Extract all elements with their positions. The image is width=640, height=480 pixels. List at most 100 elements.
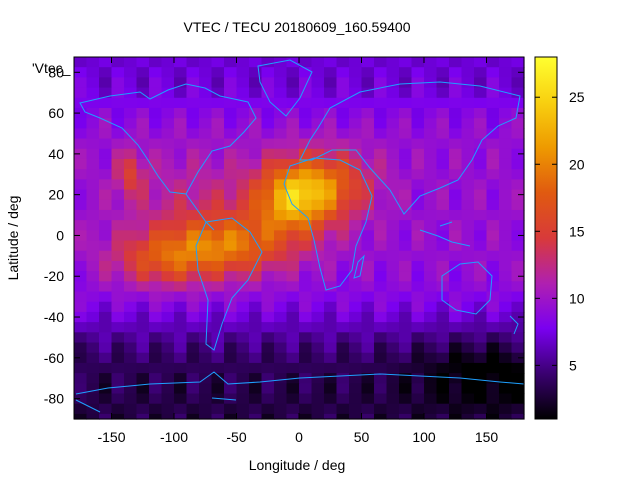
heatmap-cell [199,199,213,211]
heatmap-cell [399,281,413,293]
heatmap-cell [299,383,313,395]
heatmap-cell [461,393,475,405]
heatmap-cell [361,393,375,405]
heatmap-cell [399,393,413,405]
heatmap-cell [236,199,250,211]
heatmap-cell [211,118,225,129]
heatmap-cell [411,311,425,323]
heatmap-cell [486,291,500,303]
heatmap-cell [436,332,450,344]
heatmap-cell [499,67,513,78]
heatmap-cell [224,77,238,89]
heatmap-cell [311,138,325,150]
heatmap-cell [411,148,425,160]
heatmap-cell [299,128,313,140]
heatmap-cell [436,87,450,99]
heatmap-cell [361,332,375,344]
heatmap-cell [99,311,113,323]
heatmap-cell [261,128,275,140]
heatmap-cell [449,383,463,395]
heatmap-cell [486,230,500,242]
heatmap-cell [349,291,363,303]
y-tick-label: -40 [44,309,64,325]
heatmap-cell [149,311,163,323]
heatmap-cell [411,87,425,99]
heatmap-cell [161,301,175,313]
heatmap-cell [386,332,400,344]
heatmap-cell [486,77,500,89]
heatmap-cell [161,281,175,293]
heatmap-cell [411,97,425,109]
heatmap-cell [224,271,238,282]
heatmap-cell [124,403,138,415]
heatmap-cell [336,342,350,354]
heatmap-cell [149,179,163,191]
heatmap-cell [349,118,363,129]
heatmap-cell [299,281,313,293]
heatmap-cell [261,311,275,323]
heatmap-cell [211,138,225,150]
heatmap-cell [249,413,263,420]
heatmap-cell [186,107,200,119]
heatmap-cell [74,189,88,201]
heatmap-cell [124,107,138,119]
heatmap-cell [124,179,138,191]
heatmap-cell [349,107,363,119]
heatmap-cell [86,87,100,99]
heatmap-cell [286,250,300,262]
heatmap-cell [74,209,88,221]
heatmap-cell [211,311,225,323]
heatmap-cell [211,413,225,420]
heatmap-cell [499,148,513,160]
heatmap-cell [386,97,400,109]
heatmap-cell [124,77,138,89]
y-tick-label: 40 [48,146,64,162]
heatmap-cell [436,403,450,415]
heatmap-cell [236,57,250,68]
heatmap-cell [86,199,100,211]
heatmap-cell [299,393,313,405]
heatmap-cell [436,148,450,160]
heatmap-cell [411,169,425,180]
heatmap-cell [436,118,450,129]
heatmap-cell [211,342,225,354]
heatmap-cell [436,179,450,191]
heatmap-cell [124,97,138,109]
heatmap-cell [186,413,200,420]
heatmap-cell [449,393,463,405]
heatmap-cell [349,403,363,415]
heatmap-cell [74,383,88,395]
heatmap-cell [324,169,338,180]
heatmap-cell [199,250,213,262]
heatmap-cell [236,373,250,384]
heatmap-cell [424,403,438,415]
heatmap-cell [211,260,225,272]
heatmap-cell [236,301,250,313]
heatmap-cell [136,87,150,99]
heatmap-cell [174,220,188,231]
heatmap-cell [186,97,200,109]
heatmap-cell [361,260,375,272]
heatmap-cell [274,362,288,374]
heatmap-cell [261,362,275,374]
heatmap-cell [486,332,500,344]
heatmap-cell [149,291,163,303]
heatmap-cell [124,220,138,231]
chart-title: VTEC / TECU 20180609_160.59400 [183,19,410,35]
heatmap-cell [374,220,388,231]
heatmap-cell [261,291,275,303]
heatmap-cell [411,403,425,415]
heatmap-cell [136,301,150,313]
heatmap-cell [336,311,350,323]
heatmap-cell [349,413,363,420]
heatmap-cell [86,220,100,231]
heatmap-cell [311,373,325,384]
heatmap-cell [399,97,413,109]
heatmap-cell [474,332,488,344]
heatmap-cell [336,403,350,415]
heatmap-cell [199,413,213,420]
heatmap-cell [186,322,200,333]
heatmap-cell [99,240,113,252]
heatmap-cell [99,250,113,262]
heatmap-cell [386,393,400,405]
